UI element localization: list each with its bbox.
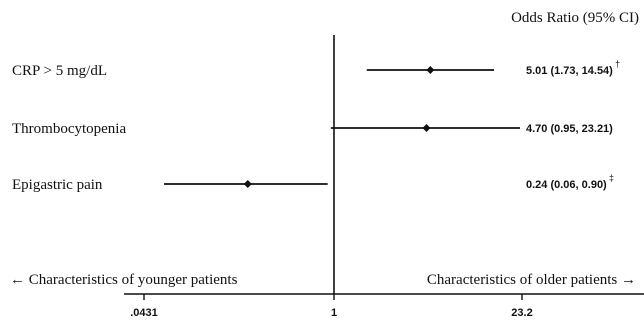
- x-tick-label: .0431: [130, 307, 158, 319]
- point-estimate-marker: [243, 180, 252, 188]
- row-label: CRP > 5 mg/dL: [12, 63, 107, 79]
- row-label: Epigastric pain: [12, 177, 103, 193]
- ci-value-label: 0.24 (0.06, 0.90): [526, 179, 607, 191]
- point-estimate-marker: [426, 66, 435, 74]
- row-label: Thrombocytopenia: [12, 121, 126, 137]
- point-estimate-marker: [422, 124, 431, 132]
- right-direction-label: Characteristics of older patients →: [427, 272, 636, 288]
- significance-mark: ‡: [609, 173, 614, 183]
- left-direction-label: ← Characteristics of younger patients: [10, 272, 238, 288]
- ci-value-label: 5.01 (1.73, 14.54): [526, 65, 613, 77]
- x-tick-label: 1: [331, 307, 337, 319]
- ci-column-header: Odds Ratio (95% CI): [511, 10, 639, 26]
- ci-value-label: 4.70 (0.95, 23.21): [526, 123, 613, 135]
- x-axis-ticks: .0431 1 23.2: [130, 294, 533, 319]
- significance-mark: †: [615, 59, 620, 69]
- x-tick-label: 23.2: [511, 307, 532, 319]
- rows-layer: CRP > 5 mg/dL 5.01 (1.73, 14.54)† Thromboc…: [12, 59, 620, 193]
